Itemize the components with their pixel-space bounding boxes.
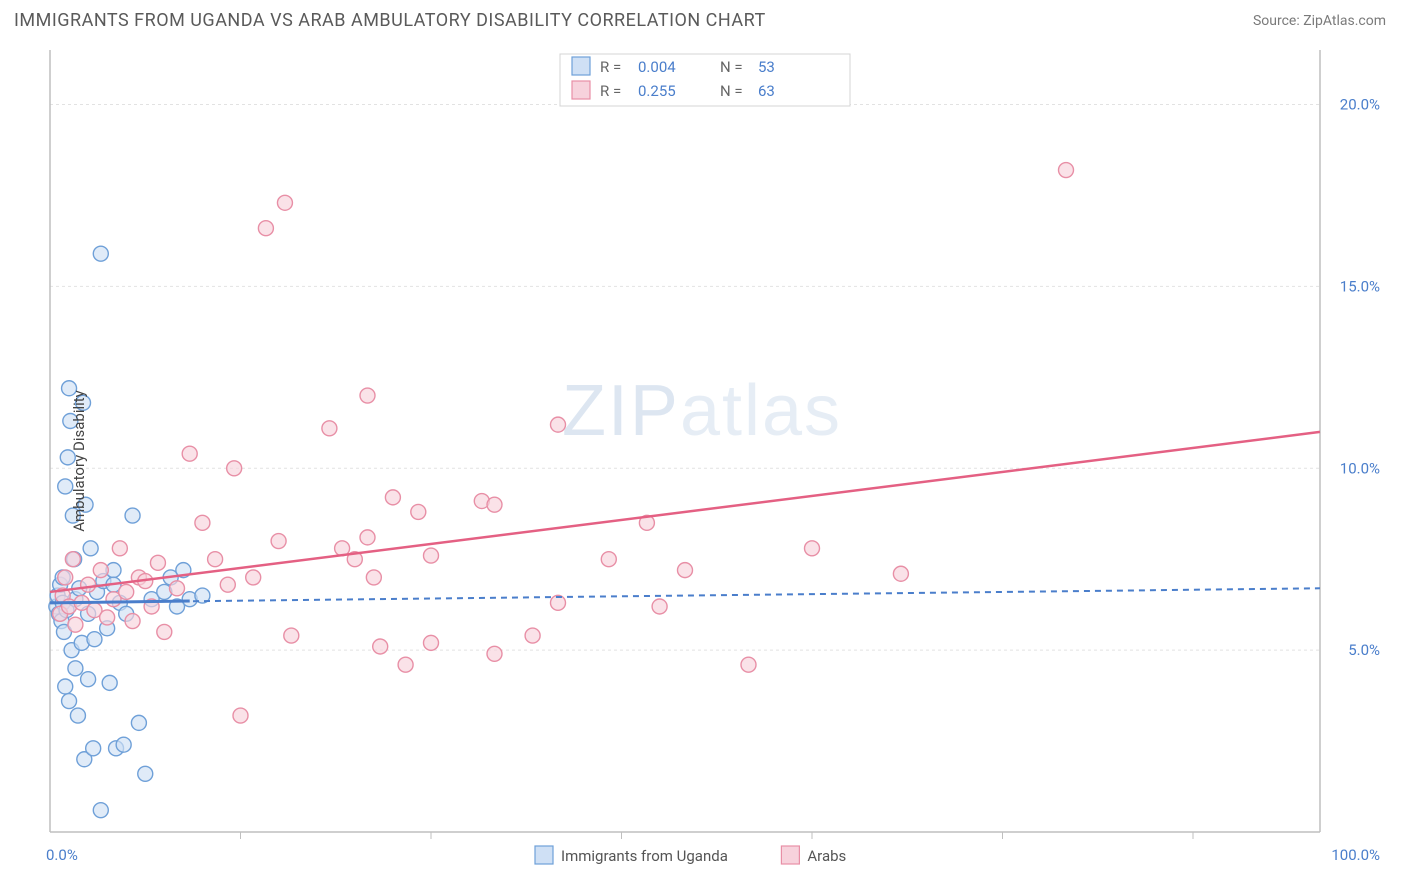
svg-text:0.255: 0.255: [638, 82, 676, 100]
svg-text:63: 63: [758, 82, 775, 100]
chart-area: Ambulatory Disability ZIPatlas 5.0%10.0%…: [14, 44, 1390, 878]
svg-text:100.0%: 100.0%: [1331, 846, 1380, 864]
source-name: ZipAtlas.com: [1303, 13, 1386, 29]
svg-text:R =: R =: [600, 82, 621, 100]
svg-text:Immigrants from Uganda: Immigrants from Uganda: [561, 847, 728, 865]
svg-text:N =: N =: [720, 58, 743, 76]
source-label: Source:: [1253, 13, 1303, 29]
chart-title: IMMIGRANTS FROM UGANDA VS ARAB AMBULATOR…: [14, 10, 766, 31]
chart-header: IMMIGRANTS FROM UGANDA VS ARAB AMBULATOR…: [0, 0, 1406, 37]
svg-text:Arabs: Arabs: [807, 847, 846, 865]
scatter-chart: 5.0% 10.0% 15.0% 20.0% 0.0% 100.0% R = 0.004 N =…: [14, 44, 1390, 878]
svg-text:5.0%: 5.0%: [1348, 641, 1380, 659]
svg-text:N =: N =: [720, 82, 743, 100]
svg-text:10.0%: 10.0%: [1340, 459, 1380, 477]
y-axis-label: Ambulatory Disability: [70, 390, 88, 532]
svg-text:0.004: 0.004: [638, 58, 676, 76]
svg-text:15.0%: 15.0%: [1340, 277, 1380, 295]
svg-text:20.0%: 20.0%: [1340, 96, 1380, 114]
source-attribution: Source: ZipAtlas.com: [1253, 13, 1386, 29]
svg-text:0.0%: 0.0%: [46, 846, 78, 864]
svg-text:53: 53: [758, 58, 775, 76]
svg-text:R =: R =: [600, 58, 621, 76]
